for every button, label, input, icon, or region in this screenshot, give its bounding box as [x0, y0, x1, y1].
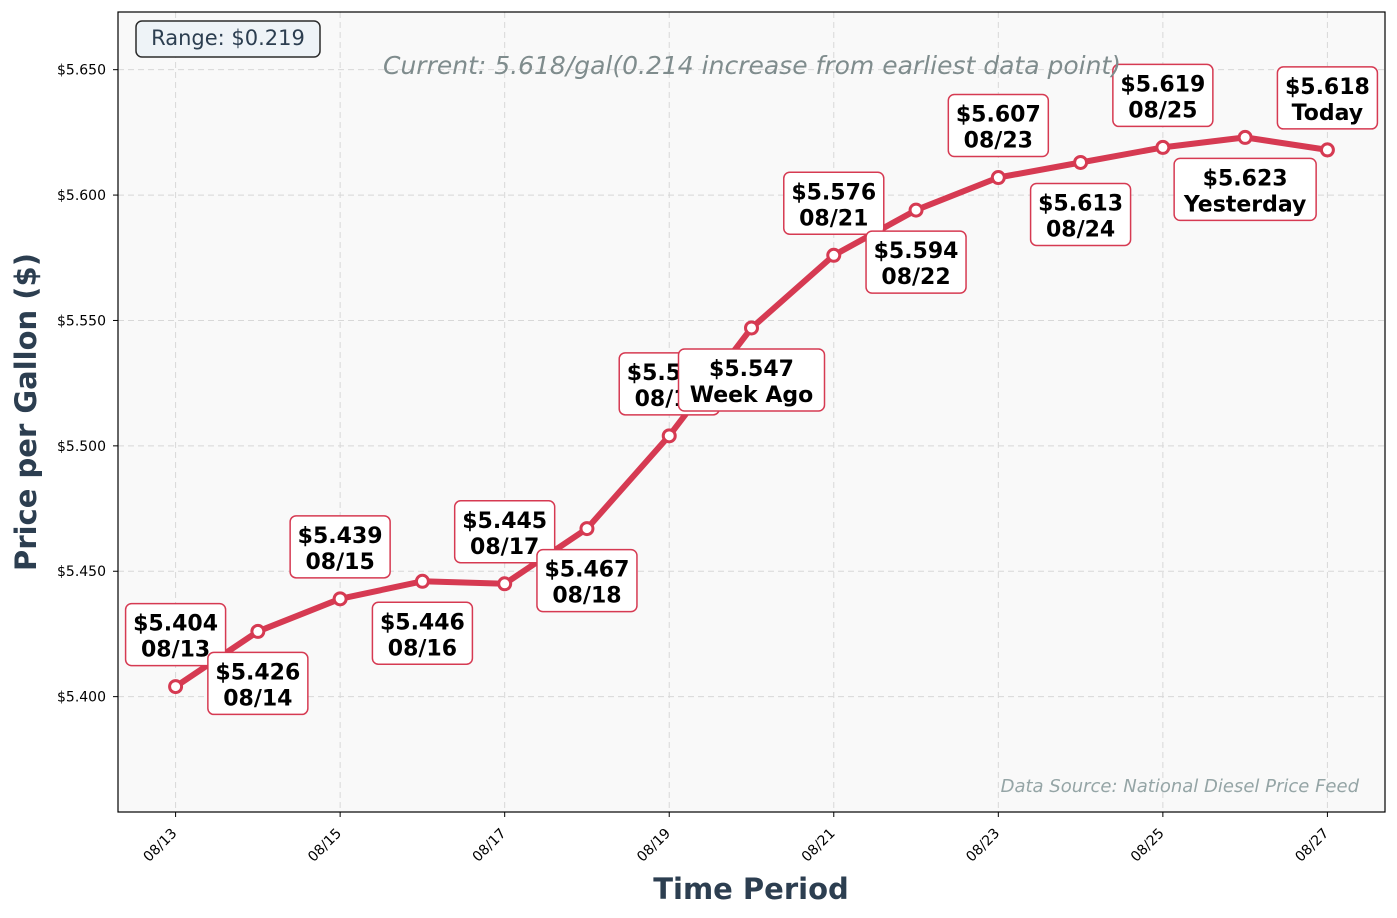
- data-label-price: $5.404: [133, 612, 218, 637]
- data-point: [497, 576, 513, 592]
- data-label-box: [783, 171, 885, 236]
- data-source-note: Data Source: National Diesel Price Feed: [1001, 776, 1360, 797]
- data-label-box: [1173, 157, 1317, 222]
- data-label-box: [453, 500, 556, 564]
- data-label-box: [124, 602, 227, 667]
- data-label-date: 08/14: [223, 686, 292, 711]
- data-label-date: 08/13: [141, 638, 210, 663]
- data-points: [168, 129, 1335, 695]
- data-labels: $5.40408/13$5.42608/14$5.43908/15$5.4460…: [124, 63, 1379, 716]
- data-point: [1155, 139, 1171, 155]
- x-tick-label: 08/15: [305, 826, 345, 866]
- data-point: [332, 591, 348, 607]
- x-axis-title: Time Period: [653, 872, 849, 906]
- y-tick-label: $5.650: [57, 63, 106, 79]
- data-label-date: 08/18: [552, 584, 621, 609]
- data-label-date: 08/25: [1128, 98, 1197, 123]
- y-axis-title: Price per Gallon ($): [9, 253, 43, 571]
- y-tick-label: $5.400: [57, 690, 106, 706]
- data-label-box: [1029, 182, 1132, 247]
- data-point: [744, 320, 759, 336]
- y-tick-label: $5.550: [57, 313, 106, 329]
- data-label-box: [207, 651, 309, 716]
- data-label-price: $5.439: [298, 524, 383, 549]
- data-point: [908, 202, 924, 218]
- current-price-note: Current: 5.618/gal(0.214 increase from e…: [383, 51, 1121, 80]
- data-label-box: [371, 601, 474, 666]
- data-label-price: $5.618: [1285, 75, 1370, 100]
- data-point: [168, 679, 184, 695]
- y-tick-label: $5.450: [57, 564, 106, 580]
- data-point: [579, 521, 595, 537]
- x-tick-label: 08/21: [799, 826, 839, 866]
- data-label-price: $5.547: [709, 357, 794, 382]
- y-tick-label: $5.600: [57, 188, 106, 204]
- data-label-date: 08/22: [881, 265, 950, 290]
- data-label-box: [536, 548, 638, 613]
- data-label-date: 08/15: [306, 550, 375, 575]
- data-point: [414, 573, 430, 589]
- data-label-date: 08/23: [964, 129, 1033, 154]
- x-tick-label: 08/25: [1128, 826, 1168, 866]
- data-point: [661, 428, 677, 444]
- data-label-box: [865, 230, 967, 294]
- data-label-price: $5.446: [380, 610, 465, 635]
- data-label-price: $5.607: [956, 103, 1041, 128]
- data-label-price: $5.467: [545, 558, 630, 583]
- data-point: [250, 623, 266, 639]
- y-tick-label: $5.500: [57, 439, 106, 455]
- plot-frame: [117, 11, 1386, 813]
- data-point: [826, 247, 842, 263]
- data-label-price: $5.445: [462, 509, 547, 534]
- range-box: Range: $0.219: [135, 20, 321, 58]
- data-point: [1073, 154, 1089, 170]
- x-tick-label: 08/23: [963, 826, 1003, 866]
- x-tick-label: 08/17: [470, 826, 510, 866]
- data-label-date: 08/24: [1046, 217, 1115, 242]
- x-tick-label: 08/13: [141, 826, 181, 866]
- data-label-date: 08/21: [799, 206, 868, 231]
- x-tick-label: 08/19: [634, 826, 674, 866]
- data-point: [1237, 129, 1253, 145]
- data-label-date: Yesterday: [1183, 192, 1306, 217]
- data-label-price: $5.594: [874, 239, 959, 264]
- data-point: [1319, 142, 1335, 158]
- data-label-date: Week Ago: [690, 383, 814, 408]
- data-label-box: [289, 515, 391, 579]
- data-label-box: [677, 348, 826, 412]
- data-label-price: $5.426: [215, 660, 300, 685]
- data-label-date: 08/16: [388, 636, 457, 661]
- data-label-box: [1112, 63, 1214, 128]
- data-label-date: Today: [1292, 101, 1363, 126]
- x-tick-label: 08/27: [1292, 826, 1332, 866]
- data-label-price: $5.613: [1038, 191, 1123, 216]
- range-box-text: Range: $0.219: [151, 26, 305, 50]
- data-label-price: $5.623: [1203, 166, 1288, 191]
- data-label-box: [1276, 66, 1379, 130]
- data-label-price: $5.619: [1120, 72, 1205, 97]
- data-point: [990, 170, 1006, 186]
- range-box-frame: [135, 20, 321, 58]
- data-label-date: 08/17: [470, 535, 539, 560]
- data-label-box: [947, 93, 1050, 158]
- data-label-price: $5.576: [791, 180, 876, 205]
